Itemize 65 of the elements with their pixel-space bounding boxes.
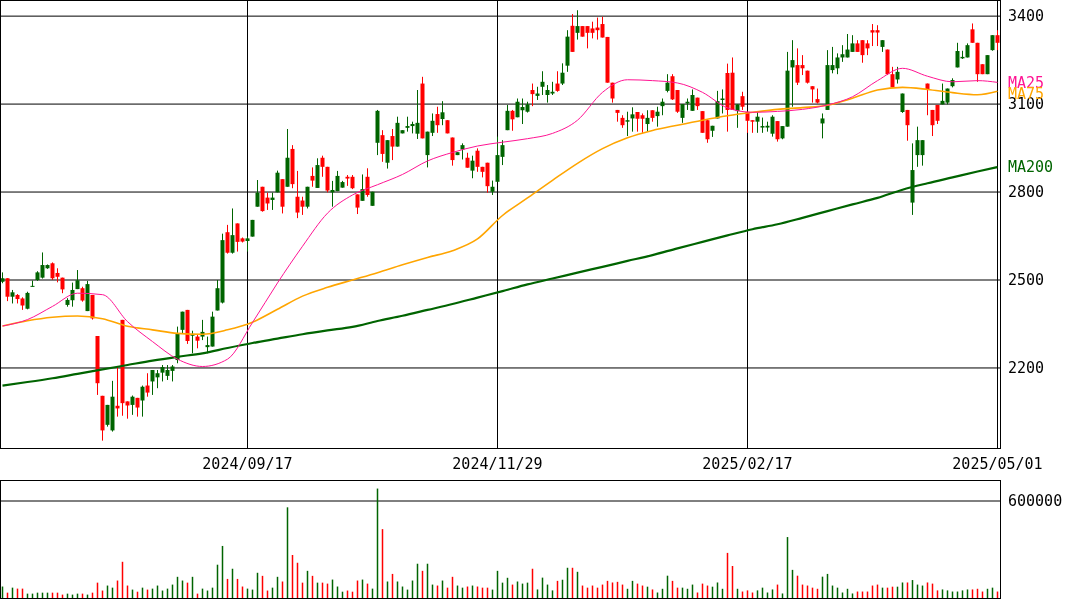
- line-series: [2, 67, 998, 367]
- y-tick-label: 2200: [1008, 359, 1045, 378]
- candlestick: [640, 112, 645, 134]
- candlestick: [300, 196, 305, 216]
- candlestick: [560, 62, 565, 86]
- y-tick-label: 2800: [1008, 183, 1045, 202]
- y-tick-label: 600000: [1008, 492, 1063, 511]
- series-label: MA200: [1008, 158, 1054, 177]
- candlestick: [225, 224, 230, 255]
- candlestick: [325, 166, 330, 193]
- candlestick: [970, 22, 975, 44]
- candlestick: [315, 157, 320, 189]
- candlestick: [390, 128, 395, 161]
- candlestick: [435, 106, 440, 134]
- candlestick: [920, 139, 925, 167]
- candlestick: [385, 139, 390, 170]
- candlestick: [755, 111, 760, 134]
- candlestick: [355, 193, 360, 215]
- candlestick: [995, 29, 1000, 51]
- candlestick: [555, 70, 560, 93]
- candlestick: [875, 24, 880, 47]
- candlestick: [470, 155, 475, 179]
- candlestick: [255, 179, 260, 208]
- candlestick: [505, 104, 510, 131]
- candlestick: [365, 167, 370, 198]
- candlestick: [690, 88, 695, 112]
- candlestick: [320, 155, 325, 178]
- candlestick: [790, 39, 795, 108]
- candlestick: [440, 100, 445, 126]
- candlestick: [680, 103, 685, 124]
- x-tick-label: 2024/11/29: [452, 455, 543, 473]
- candlestick: [835, 52, 840, 75]
- candlestick: [485, 162, 490, 194]
- x-tick-label: 2025/05/01: [952, 455, 1043, 473]
- candlestick: [530, 83, 535, 107]
- candlestick: [90, 294, 95, 321]
- x-tick-label: 2025/02/17: [702, 455, 793, 473]
- candlestick: [140, 385, 145, 418]
- candlestick: [540, 70, 545, 96]
- candlestick: [905, 109, 910, 142]
- candlestick: [380, 129, 385, 163]
- candlestick: [665, 73, 670, 93]
- candlestick: [575, 9, 580, 41]
- candlestick: [630, 106, 635, 133]
- candlestick: [625, 111, 630, 137]
- candlestick: [450, 137, 455, 167]
- candlestick: [360, 173, 365, 202]
- candlestick: [5, 277, 10, 302]
- x-tick-label: 2024/09/17: [202, 455, 293, 473]
- y-tick-label: 3400: [1008, 7, 1045, 26]
- candlestick: [145, 372, 150, 398]
- candlestick: [230, 207, 235, 255]
- candlestick: [820, 112, 825, 139]
- candlestick: [155, 369, 160, 389]
- candlestick: [415, 89, 420, 140]
- candlestick: [740, 91, 745, 111]
- candlestick: [770, 114, 775, 138]
- candlestick: [775, 120, 780, 143]
- candlestick: [310, 166, 315, 188]
- candlestick: [475, 147, 480, 173]
- line-series: [1, 166, 999, 387]
- candlestick: [130, 395, 135, 416]
- candlestick: [510, 109, 515, 132]
- candlestick: [645, 109, 650, 133]
- y-tick-label: 2500: [1008, 271, 1045, 290]
